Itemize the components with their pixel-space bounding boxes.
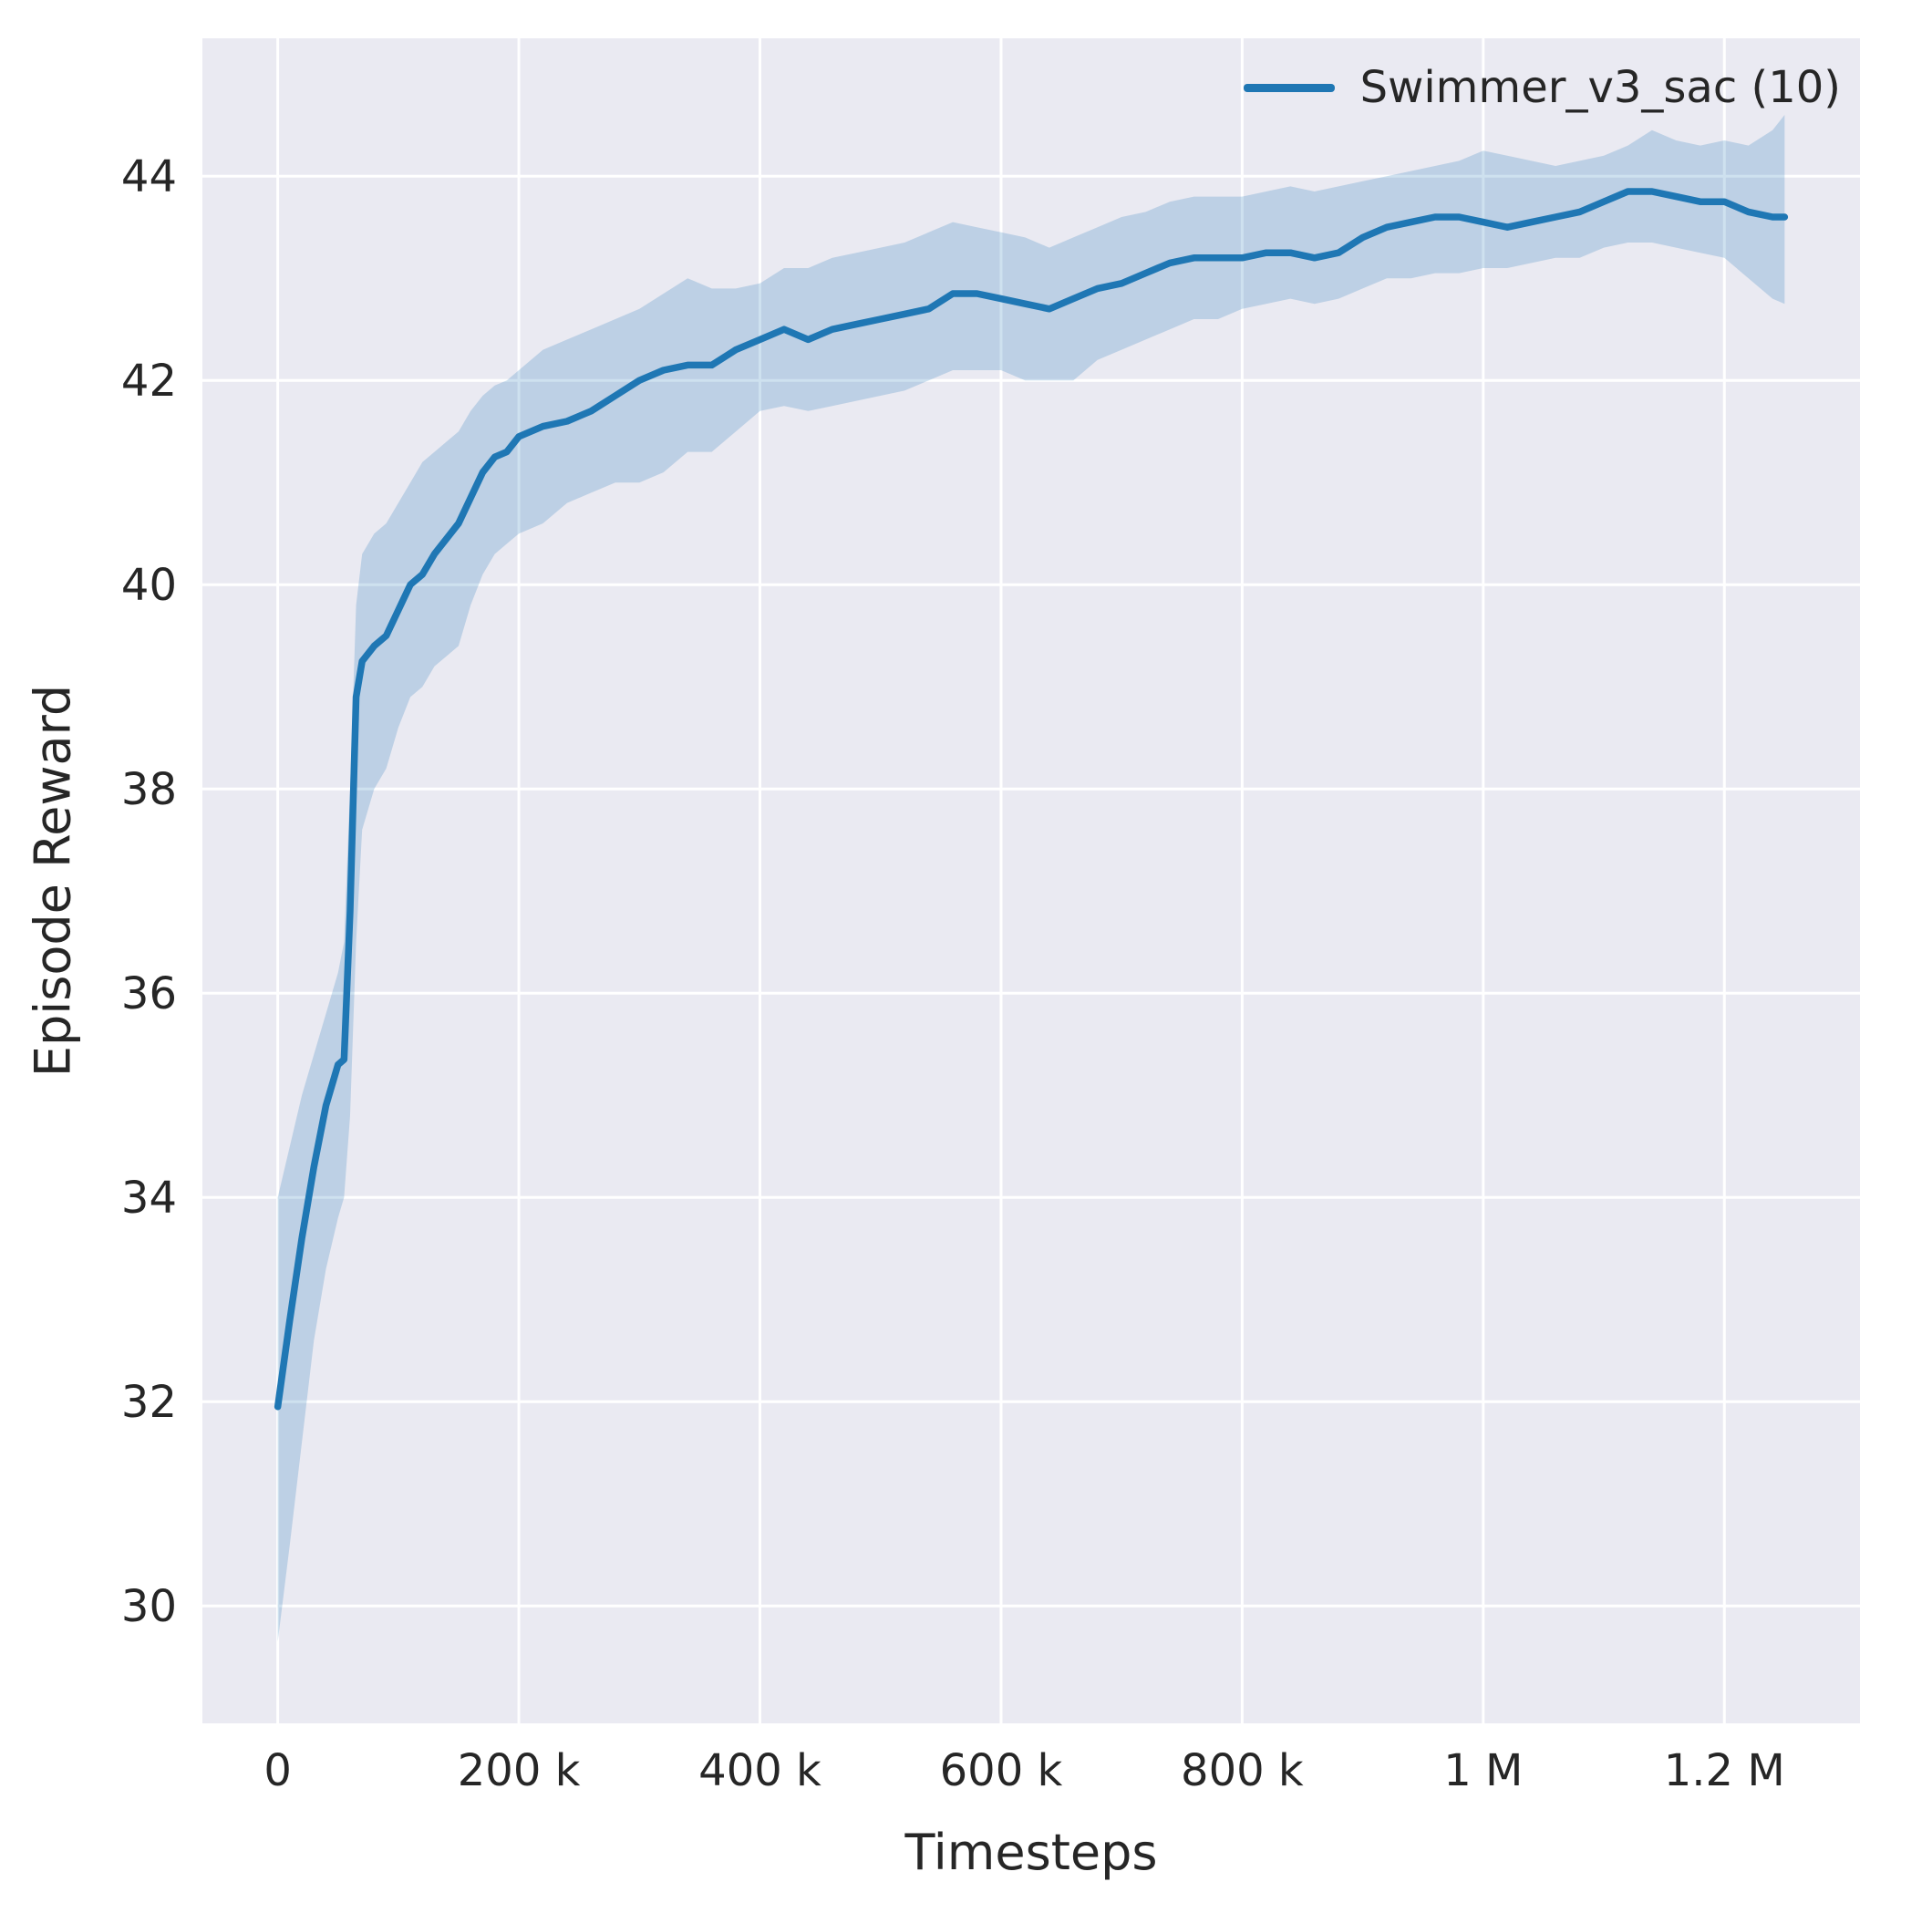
legend: Swimmer_v3_sac (10) [1243,62,1841,113]
x-tick-label: 400 k [698,1745,821,1796]
legend-label: Swimmer_v3_sac (10) [1359,62,1841,113]
x-tick-label: 600 k [940,1745,1063,1796]
x-tick-label: 200 k [458,1745,581,1796]
x-tick-label: 0 [263,1745,292,1796]
y-tick-label: 38 [121,764,177,815]
y-tick-label: 42 [121,356,177,407]
x-tick-label: 1.2 M [1664,1745,1785,1796]
legend-line-swatch [1243,83,1335,92]
y-axis-label: Episode Reward [24,684,82,1078]
y-tick-label: 40 [121,560,177,611]
y-tick-label: 44 [121,151,177,202]
y-tick-label: 34 [121,1173,177,1224]
plot-background [202,38,1860,1723]
y-tick-label: 32 [121,1377,177,1428]
y-tick-label: 30 [121,1581,177,1632]
y-tick-label: 36 [121,968,177,1019]
x-tick-label: 800 k [1181,1745,1304,1796]
x-axis-label: Timesteps [904,1824,1158,1881]
x-tick-label: 1 M [1443,1745,1523,1796]
mean-reward-line [274,188,1789,1411]
